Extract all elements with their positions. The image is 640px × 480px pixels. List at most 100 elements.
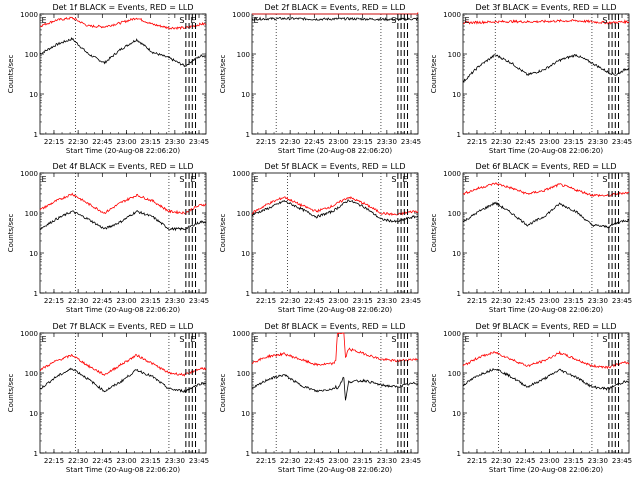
x-tick-label: 23:30 [588, 457, 608, 465]
y-tick-label: 10 [241, 91, 250, 99]
chart-title: Det 3f BLACK = Events, RED = LLD [475, 3, 616, 12]
marker-label: E [191, 335, 196, 344]
chart-panel-1: Det 1f BLACK = Events, RED = LLD 1 10 100 10… [7, 3, 209, 155]
plot-frame [462, 172, 630, 294]
y-tick-label: 1 [34, 290, 38, 298]
y-tick-label: 10 [452, 250, 461, 258]
chart-panel-2: Det 2f BLACK = Events, RED = LLD 1 10 100 10… [219, 3, 421, 155]
x-tick-label: 22:30 [491, 138, 511, 146]
x-tick-label: 23:30 [165, 297, 185, 305]
x-tick-label: 23:45 [189, 138, 209, 146]
plot-frame [39, 332, 207, 454]
series-line-lld [39, 192, 207, 215]
marker-label: S [391, 175, 396, 184]
x-tick-label: 23:00 [328, 457, 348, 465]
marker-label: E [191, 175, 196, 184]
x-tick-label: 22:45 [304, 457, 324, 465]
y-tick-label: 1000 [232, 11, 250, 19]
x-tick-label: 23:15 [141, 138, 161, 146]
x-tick-label: 22:30 [280, 138, 300, 146]
x-tick-label: 22:15 [467, 138, 487, 146]
x-tick-label: 23:15 [353, 297, 373, 305]
x-tick-label: 23:15 [564, 457, 584, 465]
x-tick-label: 23:30 [588, 138, 608, 146]
y-tick-label: 1 [457, 290, 461, 298]
x-tick-label: 22:30 [280, 297, 300, 305]
x-tick-label: 23:30 [377, 297, 397, 305]
y-tick-label: 10 [29, 410, 38, 418]
y-tick-label: 1 [246, 290, 250, 298]
y-tick-label: 100 [25, 370, 38, 378]
y-tick-label: 10 [241, 410, 250, 418]
marker-label: S [179, 16, 184, 25]
y-axis-label: Counts/sec [7, 214, 15, 253]
chart-title: Det 7f BLACK = Events, RED = LLD [52, 322, 193, 331]
x-axis-label: Start Time (20-Aug-08 22:06:20) [66, 147, 180, 155]
x-tick-label: 22:15 [467, 457, 487, 465]
y-axis-label: Counts/sec [7, 374, 15, 413]
y-tick-label: 10 [241, 250, 250, 258]
series-line-events [39, 37, 207, 68]
x-tick-label: 23:15 [141, 457, 161, 465]
x-tick-label: 23:00 [539, 138, 559, 146]
x-tick-label: 23:45 [189, 457, 209, 465]
chart-title: Det 4f BLACK = Events, RED = LLD [52, 162, 193, 171]
marker-label: S [179, 335, 184, 344]
x-tick-label: 23:30 [165, 457, 185, 465]
x-tick-label: 22:45 [92, 457, 112, 465]
x-tick-label: 23:45 [612, 457, 632, 465]
y-tick-label: 1000 [443, 330, 461, 338]
x-axis-label: Start Time (20-Aug-08 22:06:20) [66, 306, 180, 314]
chart-title: Det 5f BLACK = Events, RED = LLD [264, 162, 405, 171]
marker-label: E [464, 335, 469, 344]
x-axis-label: Start Time (20-Aug-08 22:06:20) [489, 466, 603, 474]
series-line-lld [251, 196, 419, 217]
x-tick-label: 23:15 [353, 138, 373, 146]
chart-panel-5: Det 5f BLACK = Events, RED = LLD 1 10 100 10… [219, 162, 421, 314]
x-tick-label: 22:45 [304, 297, 324, 305]
y-tick-label: 10 [452, 91, 461, 99]
y-tick-label: 10 [452, 410, 461, 418]
chart-panel-9: Det 9f BLACK = Events, RED = LLD 1 10 100 10… [430, 322, 632, 474]
series-line-events [462, 201, 630, 229]
plot-frame [39, 13, 207, 135]
marker-label: E [41, 175, 46, 184]
chart-panel-6: Det 6f BLACK = Events, RED = LLD 1 10 100 10… [430, 162, 632, 314]
x-tick-label: 22:45 [304, 138, 324, 146]
chart-title: Det 1f BLACK = Events, RED = LLD [52, 3, 193, 12]
x-tick-label: 22:45 [92, 297, 112, 305]
series-line-events [462, 368, 630, 391]
chart-panel-8: Det 8f BLACK = Events, RED = LLD 1 10 100 10… [219, 322, 421, 474]
x-tick-label: 23:15 [564, 297, 584, 305]
y-tick-label: 100 [448, 210, 461, 218]
x-tick-label: 23:30 [588, 297, 608, 305]
x-tick-label: 22:30 [68, 297, 88, 305]
x-tick-label: 23:45 [612, 297, 632, 305]
x-axis-label: Start Time (20-Aug-08 22:06:20) [489, 147, 603, 155]
marker-label: S [391, 335, 396, 344]
series-line-events [251, 16, 419, 22]
x-tick-label: 23:00 [539, 297, 559, 305]
x-tick-label: 23:45 [189, 297, 209, 305]
chart-title: Det 6f BLACK = Events, RED = LLD [475, 162, 616, 171]
series-line-events [462, 54, 630, 83]
x-tick-label: 23:30 [377, 138, 397, 146]
x-axis-label: Start Time (20-Aug-08 22:06:20) [278, 466, 392, 474]
x-tick-label: 23:15 [564, 138, 584, 146]
marker-label: E [41, 16, 46, 25]
marker-label: E [191, 16, 196, 25]
x-tick-label: 22:15 [256, 457, 276, 465]
y-axis-label: Counts/sec [219, 374, 227, 413]
y-axis-label: Counts/sec [430, 374, 438, 413]
x-tick-label: 22:45 [515, 297, 535, 305]
x-axis-label: Start Time (20-Aug-08 22:06:20) [278, 306, 392, 314]
series-line-lld [462, 19, 630, 25]
x-tick-label: 23:00 [116, 297, 136, 305]
y-tick-label: 10 [29, 91, 38, 99]
y-tick-label: 1000 [443, 11, 461, 19]
y-tick-label: 1 [34, 131, 38, 139]
chart-title: Det 9f BLACK = Events, RED = LLD [475, 322, 616, 331]
marker-label: E [41, 335, 46, 344]
y-tick-label: 1 [457, 450, 461, 458]
y-tick-label: 100 [237, 210, 250, 218]
